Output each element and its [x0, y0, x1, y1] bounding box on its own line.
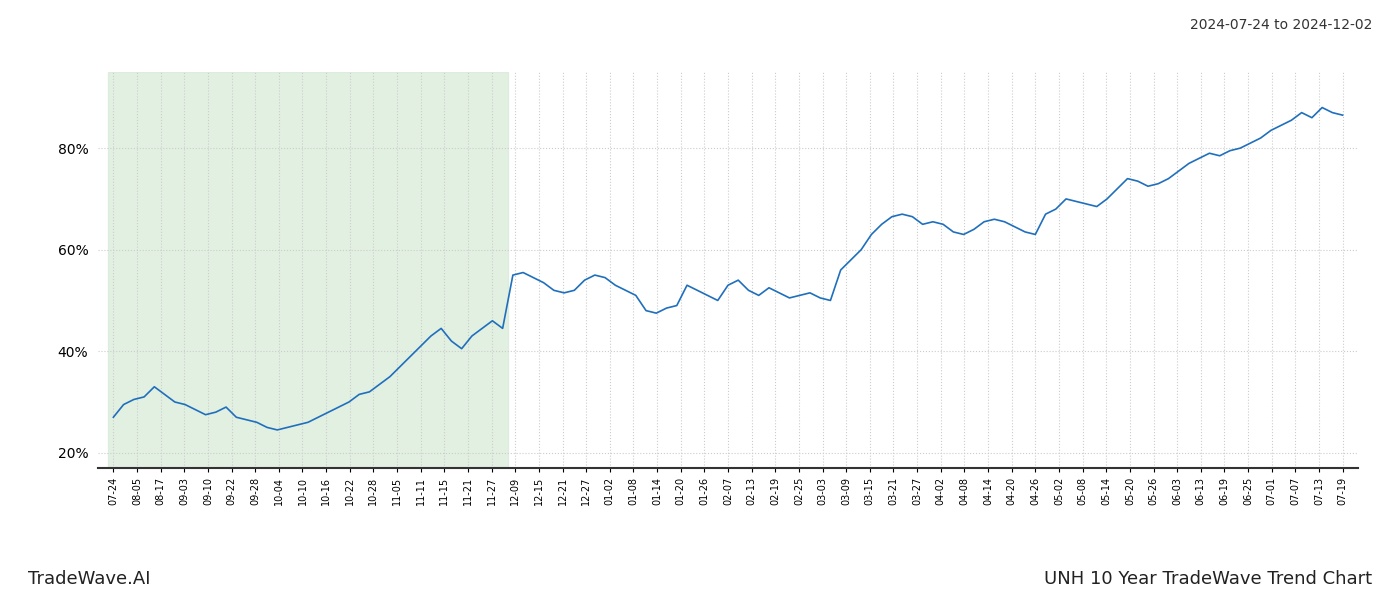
Text: UNH 10 Year TradeWave Trend Chart: UNH 10 Year TradeWave Trend Chart [1044, 570, 1372, 588]
Text: TradeWave.AI: TradeWave.AI [28, 570, 151, 588]
Text: 2024-07-24 to 2024-12-02: 2024-07-24 to 2024-12-02 [1190, 18, 1372, 32]
Bar [108, 72, 508, 468]
